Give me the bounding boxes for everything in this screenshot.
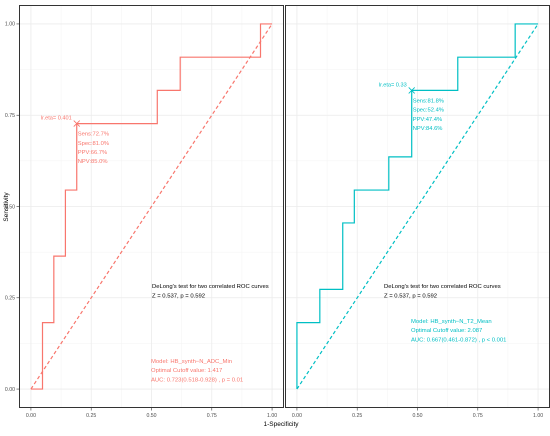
right-cutoff-label: lr.eta= 0.33 [379,82,407,88]
left-delong-text: Z = 0.537, p = 0.592 [152,293,205,299]
left-metric-label: PPV:66.7% [78,150,107,156]
left-y-tick-label: 1.00 [5,22,15,28]
right-metric-label: NPV:84.6% [413,126,443,132]
right-metric-label: PPV:47.4% [413,117,442,123]
left-x-tick-label: 0.00 [26,413,36,419]
left-diagonal-line [30,23,273,390]
left-roc-curve [30,23,273,390]
left-x-tick-label: 0.50 [146,413,156,419]
left-cutoff-label: lr.eta= 0.401 [41,116,72,122]
right-delong-text: Z = 0.537, p = 0.592 [384,293,437,299]
left-model-info: Optimal Cutoff value: 1.417 [151,368,222,374]
right-metric-label: Spec:52.4% [413,108,444,114]
right-x-tick-label: 0.50 [412,413,422,419]
right-x-tick-label: 0.25 [352,413,362,419]
left-x-tick-label: 0.75 [207,413,217,419]
right-model-info: Model: HB_synth−N_T2_Mean [411,319,492,325]
right-cutoff-marker [408,87,416,94]
left-y-tick-label: 0.00 [5,387,15,393]
left-metric-label: NPV:85.0% [78,159,108,165]
left-metric-label: Sens:72.7% [78,132,109,138]
left-x-tick-label: 0.25 [86,413,96,419]
left-model-info: Model: HB_synth−N_ADC_Min [151,359,232,365]
right-diagonal-line [296,23,539,390]
right-x-tick-label: 0.00 [292,413,302,419]
left-delong-text: DeLong's test for two correlated ROC cur… [152,284,269,290]
right-delong-text: DeLong's test for two correlated ROC cur… [384,284,501,290]
left-panel-border [19,5,284,408]
y-axis-label: Sensitivity [3,192,10,222]
right-roc-curve [296,23,539,390]
right-x-tick-label: 1.00 [533,413,543,419]
right-model-info: AUC: 0.667(0.461-0.872) , p < 0.001 [411,337,506,343]
left-x-tick-label: 1.00 [267,413,277,419]
left-y-tick-label: 0.50 [5,204,15,210]
right-model-info: Optimal Cutoff value: 2.087 [411,328,482,334]
left-y-tick-label: 0.25 [5,296,15,302]
left-y-tick-label: 0.75 [5,113,15,119]
left-cutoff-marker [73,120,81,127]
right-metric-label: Sens:81.8% [413,98,444,104]
x-axis-label: 1-Specificity [263,421,299,428]
left-metric-label: Spec:81.0% [78,141,109,147]
right-x-tick-label: 0.75 [473,413,483,419]
left-model-info: AUC: 0.723(0.518-0.928) , p = 0.01 [151,377,243,383]
